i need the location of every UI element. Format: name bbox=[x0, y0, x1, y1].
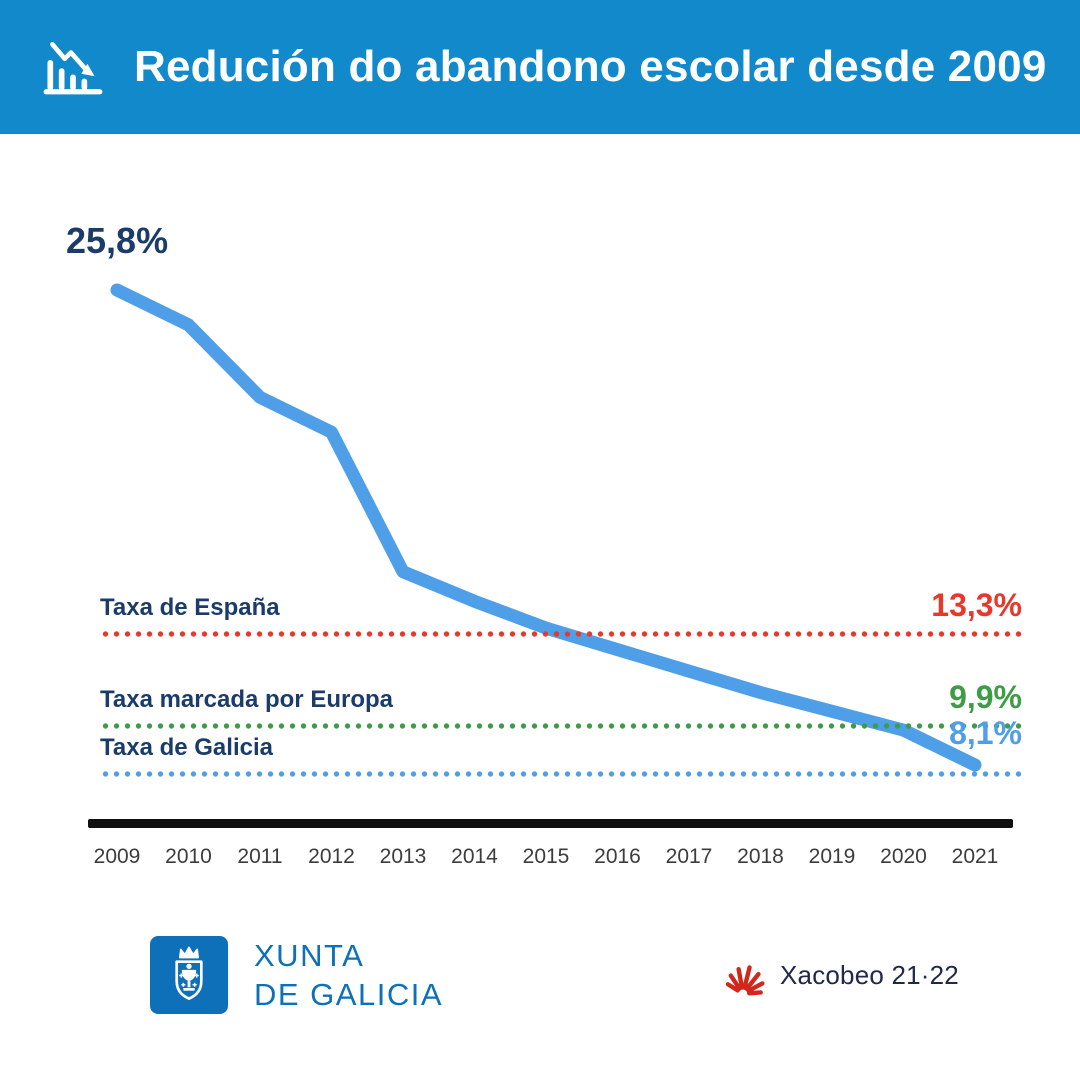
header: Redución do abandono escolar desde 2009 bbox=[0, 0, 1080, 134]
xunta-de-galicia-logo: XUNTA DE GALICIA bbox=[150, 936, 443, 1014]
x-tick-label: 2015 bbox=[522, 845, 570, 868]
reference-label-europa: Taxa marcada por Europa bbox=[100, 685, 393, 713]
x-tick-label: 2017 bbox=[665, 845, 713, 868]
reference-dotted-line-europa bbox=[100, 722, 1022, 729]
xacobeo-logo: Xacobeo 21·22 bbox=[718, 950, 959, 1000]
x-tick-label: 2011 bbox=[237, 845, 283, 868]
reference-value-europa: 9,9% bbox=[949, 678, 1022, 715]
x-tick-label: 2014 bbox=[451, 845, 498, 868]
reference-label-espana: Taxa de España bbox=[100, 594, 280, 622]
declining-chart-icon bbox=[40, 34, 106, 100]
xunta-wordmark-line1: XUNTA bbox=[254, 938, 365, 973]
x-tick-label: 2019 bbox=[808, 845, 856, 868]
x-tick-label: 2018 bbox=[737, 845, 784, 868]
x-tick-label: 2021 bbox=[951, 845, 999, 868]
x-tick-label: 2012 bbox=[308, 845, 355, 868]
x-tick-label: 2010 bbox=[165, 845, 212, 868]
xacobeo-shell-icon bbox=[725, 965, 765, 996]
reference-label-galicia: Taxa de Galicia bbox=[100, 734, 273, 761]
x-axis-line bbox=[88, 819, 1013, 828]
reference-dotted-line-espana bbox=[100, 631, 1022, 638]
reference-dotted-line-galicia bbox=[100, 771, 1022, 777]
reference-value-espana: 13,3% bbox=[931, 587, 1022, 624]
xunta-wordmark-line2: DE GALICIA bbox=[254, 977, 443, 1012]
x-tick-label: 2013 bbox=[379, 845, 427, 868]
x-tick-label: 2020 bbox=[880, 845, 927, 868]
page-title: Redución do abandono escolar desde 2009 bbox=[134, 42, 1047, 91]
x-tick-label: 2016 bbox=[594, 845, 641, 868]
xunta-crest-icon bbox=[150, 936, 228, 1014]
xacobeo-label: Xacobeo 21·22 bbox=[780, 959, 959, 990]
x-tick-label: 2009 bbox=[93, 845, 141, 868]
reference-value-galicia: 8,1% bbox=[949, 715, 1022, 751]
start-value-label: 25,8% bbox=[66, 220, 169, 261]
xunta-wordmark: XUNTA DE GALICIA bbox=[254, 936, 443, 1014]
